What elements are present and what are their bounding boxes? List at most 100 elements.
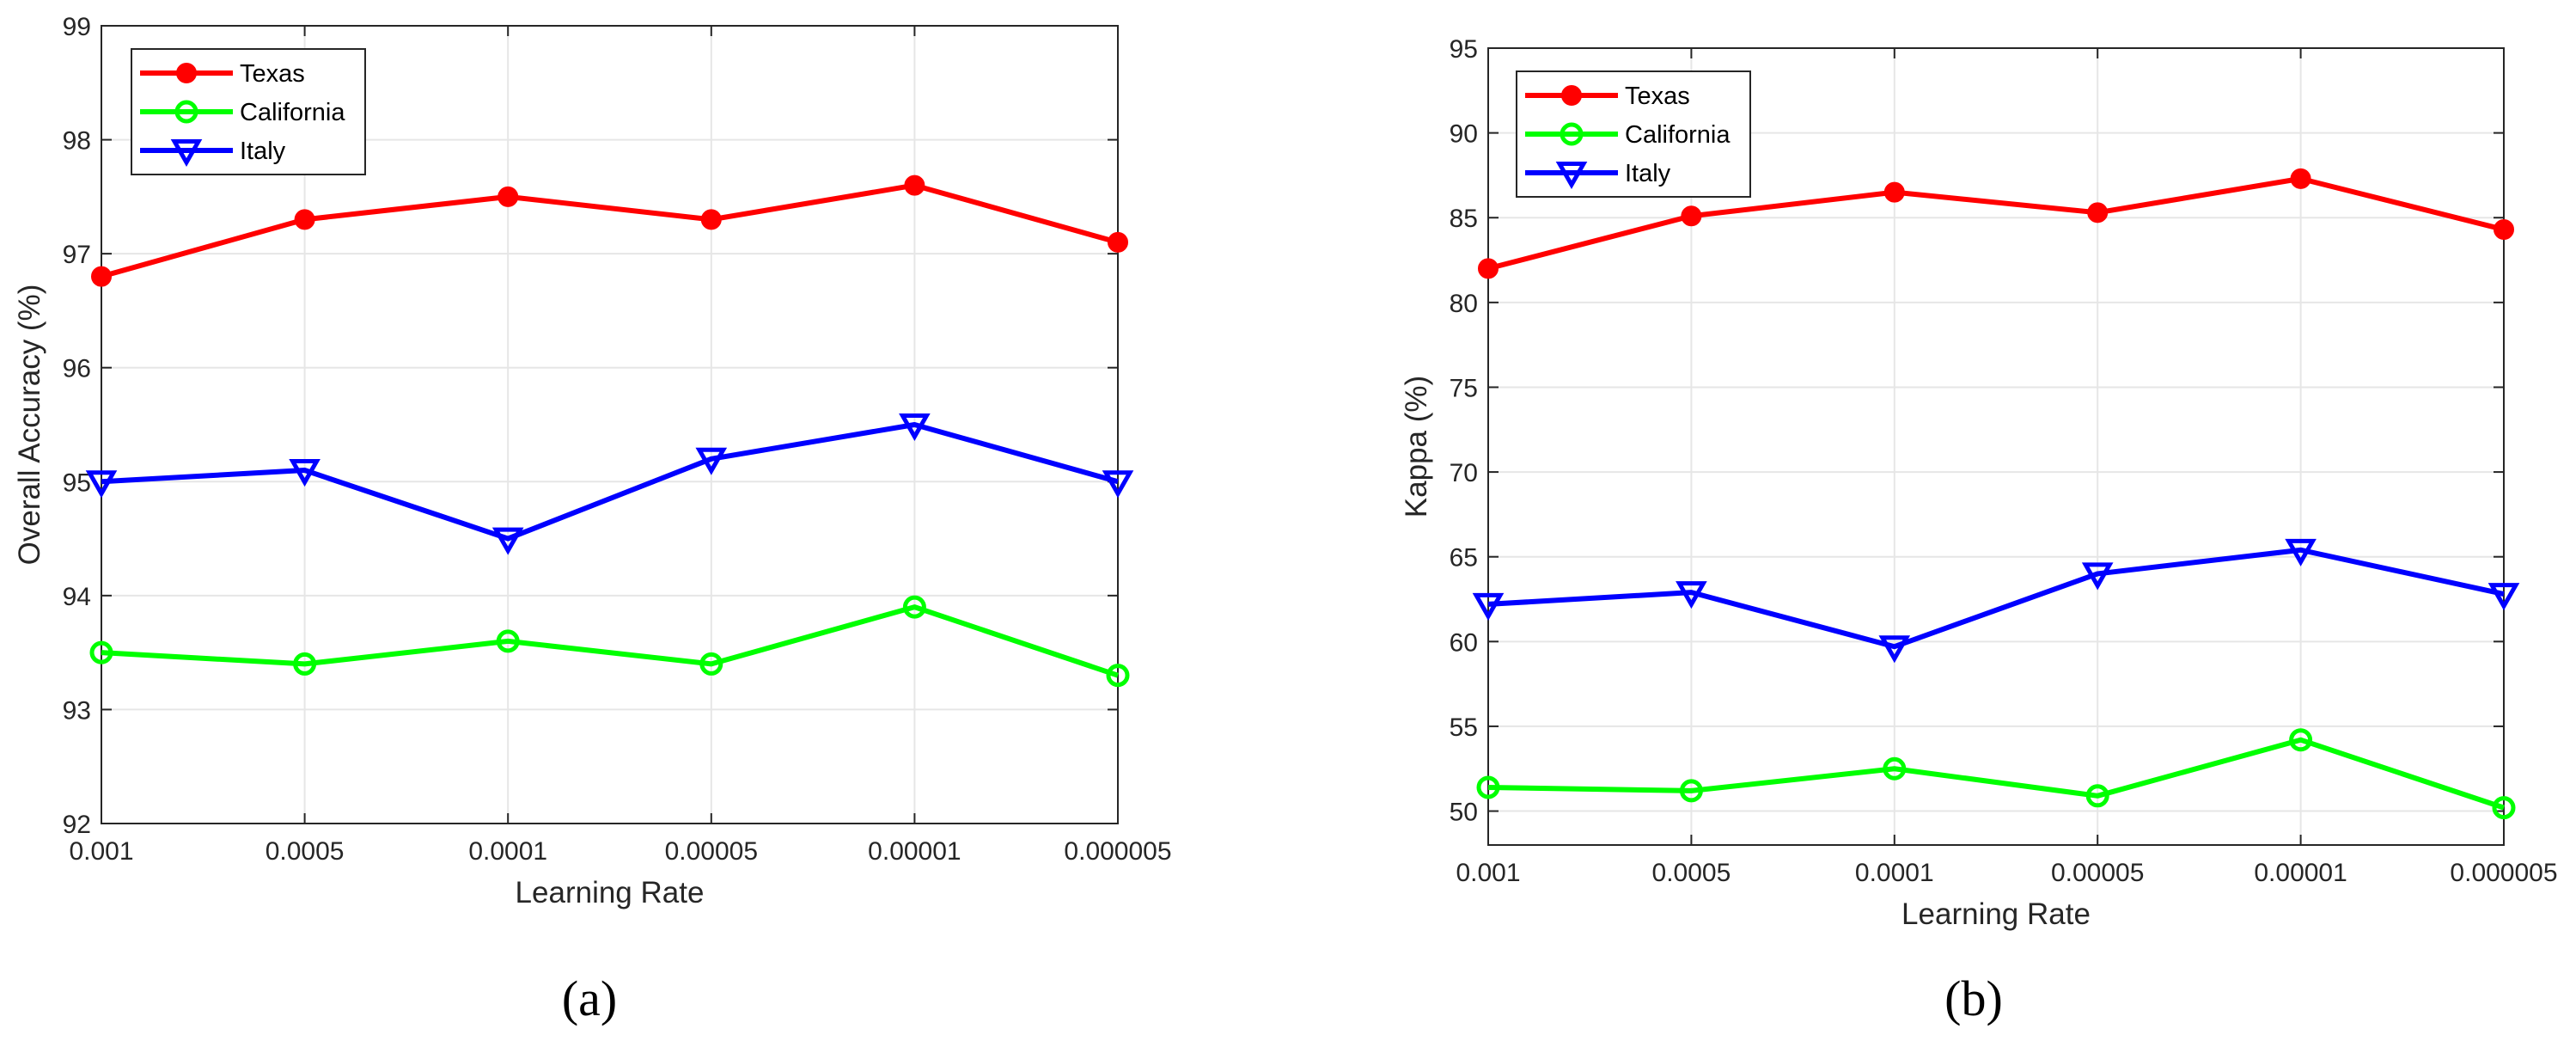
series-california [1476,728,2516,820]
x-tick-label: 0.00001 [2254,859,2347,887]
data-point [491,527,524,555]
data-point [289,459,320,487]
legend: Texas California Italy [131,48,366,175]
data-point [904,175,925,196]
data-point [699,652,723,676]
series-texas [91,175,1128,287]
data-point [293,652,317,676]
x-tick-label: 0.00001 [868,837,961,866]
y-axis-label: Overall Accuracy (%) [13,285,46,566]
x-tick-label: 0.001 [69,837,133,866]
x-axis-label: Learning Rate [1901,897,2091,931]
legend-label: Texas [1625,83,1690,110]
legend-marker [170,139,203,168]
data-point [497,186,519,207]
axes-box [1487,47,2505,846]
data-point [2492,796,2516,820]
data-point [85,470,118,499]
y-tick-label: 95 [1450,35,1478,64]
data-point [294,209,315,230]
y-tick-label: 75 [1450,374,1478,402]
series-italy [1472,538,2520,664]
axes-box [101,25,1119,824]
y-tick-label: 94 [63,583,91,611]
data-point [2081,562,2114,591]
x-tick-label: 0.0005 [1652,859,1731,887]
data-point [902,595,926,619]
data-point [2285,538,2317,566]
panel-caption: (b) [1944,971,2003,1026]
x-tick-label: 0.000005 [1064,837,1171,866]
legend-label: Italy [1625,160,1671,187]
data-point [1679,779,1703,803]
series-line [1487,175,2505,272]
legend-label: California [240,99,345,126]
data-point [2494,219,2514,241]
legend-marker [174,100,198,124]
data-point [89,640,113,664]
x-tick-label: 0.0001 [468,837,547,866]
x-tick-label: 0.000005 [2450,859,2557,887]
series-line [101,604,1119,678]
data-point [496,629,520,653]
series-line [101,182,1119,279]
y-tick-label: 96 [63,355,91,383]
series-california [89,595,1130,688]
data-point [1883,756,1907,781]
data-point [2085,784,2109,808]
y-tick-label: 98 [63,127,91,156]
x-axis-label: Learning Rate [516,876,705,909]
y-tick-label: 85 [1450,205,1478,233]
x-tick-label: 0.0001 [1855,859,1934,887]
legend-marker [1560,122,1584,146]
data-point [695,447,728,475]
legend-marker [176,63,197,83]
data-point [1472,592,1505,621]
x-tick-label: 0.00005 [2051,859,2144,887]
data-point [2087,202,2109,224]
data-point [1681,205,1702,227]
y-tick-label: 60 [1450,628,1478,657]
chart-b: 50 55 60 65 70 75 80 85 90 95 0.001 0.0005 0.0001 0.0… [1400,35,2558,1026]
legend-label: Italy [240,138,286,165]
y-tick-label: 90 [1450,120,1478,149]
x-tick-label: 0.00005 [665,837,758,866]
series-texas [1478,168,2514,279]
y-tick-label: 99 [63,13,91,41]
y-tick-label: 70 [1450,459,1478,487]
data-point [2487,583,2520,611]
data-point [899,413,931,442]
y-axis-label: Kappa (%) [1400,376,1433,517]
data-point [1108,231,1128,253]
y-tick-label: 50 [1450,799,1478,827]
legend-label: Texas [240,60,305,88]
data-point [1676,581,1707,609]
data-point [1878,635,1911,664]
y-tick-label: 95 [63,468,91,497]
series-italy [85,413,1134,555]
data-point [91,266,112,287]
y-tick-label: 93 [63,696,91,725]
y-tick-label: 55 [1450,713,1478,742]
x-tick-label: 0.001 [1456,859,1520,887]
data-point [1476,775,1500,799]
y-tick-label: 80 [1450,290,1478,318]
data-point [1478,258,1499,279]
data-point [1106,664,1130,688]
series-line [101,422,1119,542]
chart-a: 92 93 94 95 96 97 98 99 0.001 0.0005 0.0001 0.00005… [13,13,1172,1026]
legend-marker [1561,85,1582,106]
legend-marker [1555,162,1588,190]
y-tick-label: 65 [1450,544,1478,573]
legend: Texas California Italy [1516,70,1751,198]
data-point [1102,470,1134,499]
data-point [2290,168,2311,189]
y-tick-label: 92 [63,811,91,839]
data-point [2289,728,2313,752]
data-point [1883,181,1905,203]
series-line [1487,737,2505,811]
x-tick-label: 0.0005 [266,837,345,866]
data-point [700,209,722,230]
panel-caption: (a) [562,971,617,1026]
